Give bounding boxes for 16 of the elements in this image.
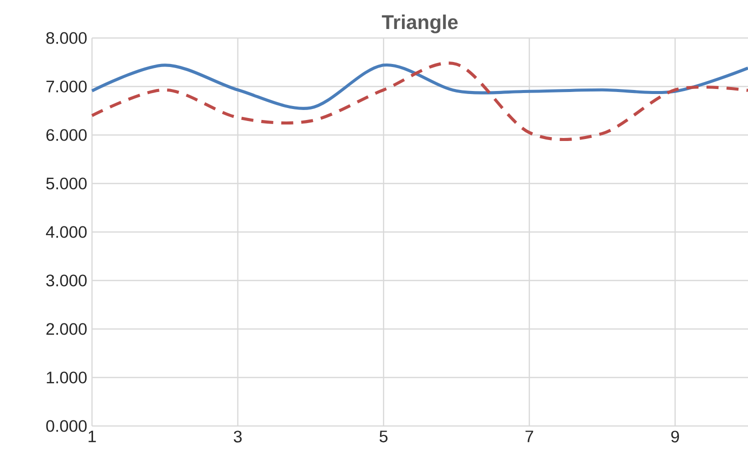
y-tick-label: 0.000	[46, 420, 87, 432]
y-tick-label: 2.000	[46, 323, 87, 335]
y-tick-label: 7.000	[46, 80, 87, 92]
y-tick-label: 3.000	[46, 274, 87, 286]
y-tick-label: 8.000	[46, 32, 87, 44]
y-tick-label: 4.000	[46, 226, 87, 238]
chart-title: Triangle	[382, 14, 458, 34]
x-tick-label: 1	[88, 430, 96, 442]
y-tick-label: 1.000	[46, 372, 87, 384]
y-tick-label: 6.000	[46, 129, 87, 141]
line-series	[90, 64, 748, 110]
x-tick-label: 5	[380, 430, 388, 442]
x-tick-label: 7	[526, 430, 534, 442]
y-tick-label: 5.000	[46, 178, 87, 190]
x-tick-label: 3	[234, 430, 242, 442]
x-tick-label: 9	[671, 430, 679, 442]
